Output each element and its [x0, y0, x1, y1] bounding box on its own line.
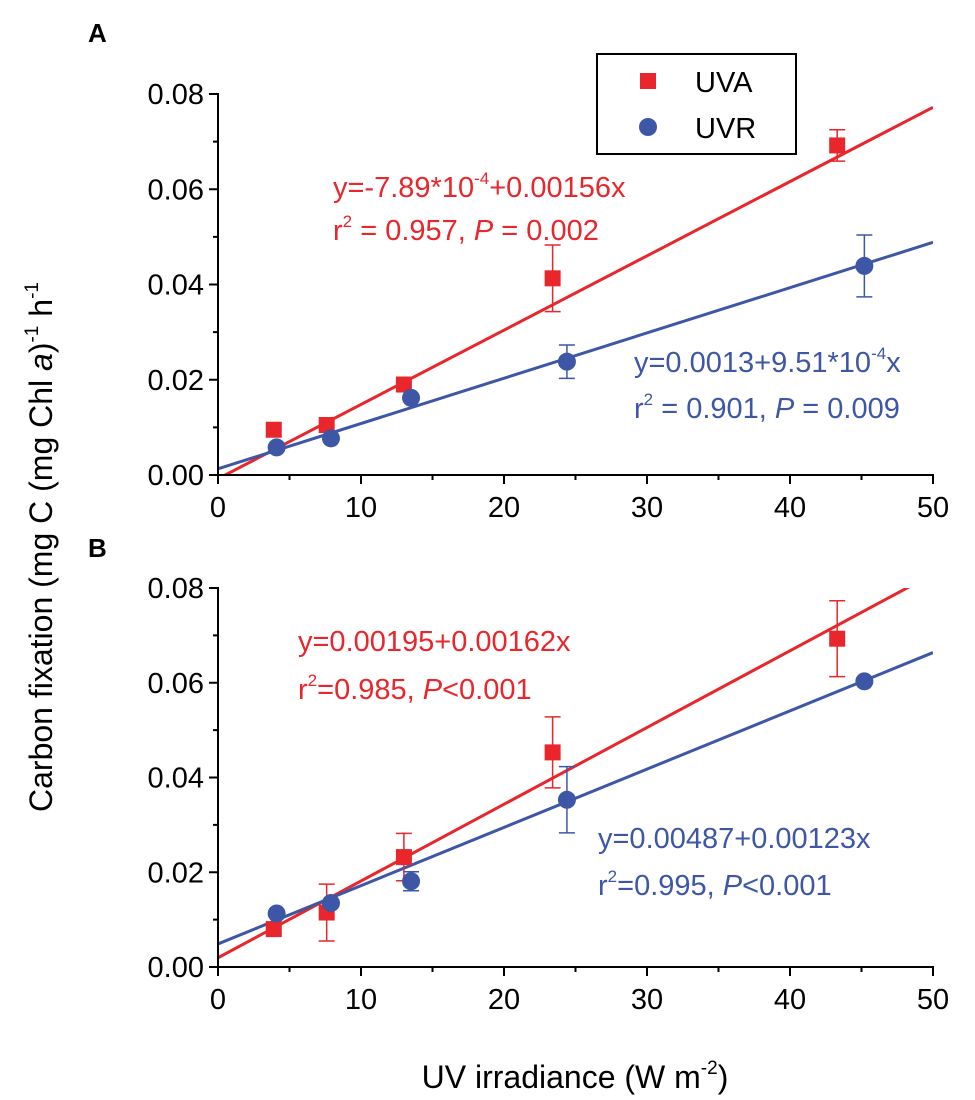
panel-b-uvr-point — [557, 790, 576, 809]
panel-b-y-tick-label: 0.00 — [148, 952, 204, 984]
panel-a-x-tick-label: 20 — [488, 492, 520, 524]
panel-a-y-tick-label: 0.08 — [148, 79, 204, 111]
panel-b-plot: 0 10 20 30 40 50 0.00 0.02 0.04 0.06 0.08 — [148, 573, 950, 1016]
panel-a-uvr-point — [267, 438, 286, 457]
panel-a-uva-point — [318, 416, 335, 433]
panel-a-uva-equation: y=-7.89*10-4+0.00156x — [333, 169, 626, 204]
panel-a-uva-point — [829, 137, 846, 154]
panel-b-uvr-point — [855, 672, 874, 691]
panel-b-x-tick-label: 40 — [774, 984, 806, 1016]
legend-uvr-marker — [639, 118, 657, 136]
panel-b: B 0 10 20 30 40 50 0.00 0.02 0.04 0.06 0.08 y=0.00… — [88, 533, 949, 1016]
panel-b-x-tick-label: 30 — [631, 984, 663, 1016]
panel-a-x-tick-label: 10 — [345, 492, 377, 524]
panel-a-x-tick-label: 40 — [774, 492, 806, 524]
panel-a-label: A — [88, 18, 107, 48]
panel-a-uvr-equation: y=0.0013+9.51*10-4x — [634, 344, 901, 379]
panel-b-uva-point — [265, 921, 282, 938]
panel-a-y-tick-label: 0.06 — [148, 174, 204, 206]
panel-b-x-tick-label: 10 — [345, 984, 377, 1016]
panel-a-y-tick-label: 0.02 — [148, 365, 204, 397]
panel-b-y-tick-label: 0.06 — [148, 668, 204, 700]
legend-uva-marker — [640, 73, 656, 89]
panel-b-uvr-point — [402, 872, 421, 891]
panel-b-uvr-point — [321, 894, 340, 913]
panel-b-label: B — [88, 533, 107, 563]
panel-b-uva-point — [395, 849, 412, 866]
panel-b-x-tick-label: 0 — [210, 984, 226, 1016]
legend-box — [596, 53, 797, 155]
panel-a-uvr-point — [321, 429, 340, 448]
panel-a-uva-point — [265, 421, 282, 438]
panel-b-y-tick-label: 0.08 — [148, 573, 204, 605]
panel-a-uvr-stats: r2 = 0.901, P = 0.009 — [634, 390, 900, 425]
panel-a-uvr-fit-line — [218, 240, 933, 471]
panel-a-uva-point — [544, 270, 561, 287]
panel-b-uva-point — [829, 630, 846, 647]
panel-b-uva-stats: r2=0.985, P<0.001 — [298, 671, 532, 706]
panel-a-uvr-point — [557, 352, 576, 371]
panel-a-uvr-point — [855, 256, 874, 275]
legend: UVA UVR — [596, 53, 797, 155]
panel-a-x-tick-label: 30 — [631, 492, 663, 524]
panel-a: A 0 10 20 30 40 50 0.00 0.02 0.04 0.06 0.08 UVA UV… — [88, 18, 949, 524]
panel-b-uva-point — [544, 744, 561, 761]
panel-a-y-tick-label: 0.00 — [148, 460, 204, 492]
panel-b-y-tick-label: 0.02 — [148, 857, 204, 889]
panel-a-x-tick-label: 50 — [917, 492, 949, 524]
panel-b-x-tick-label: 20 — [488, 984, 520, 1016]
panel-a-uva-point — [395, 376, 412, 393]
legend-uvr-label: UVR — [695, 113, 756, 145]
panel-b-x-tick-label: 50 — [917, 984, 949, 1016]
panel-a-y-tick-label: 0.04 — [148, 270, 204, 302]
panel-b-y-tick-label: 0.04 — [148, 763, 204, 795]
panel-a-plot: 0 10 20 30 40 50 0.00 0.02 0.04 0.06 0.08 — [148, 79, 950, 524]
panel-a-uvr-point — [402, 388, 421, 407]
panel-a-uva-stats: r2 = 0.957, P = 0.002 — [333, 212, 599, 247]
panel-b-uvr-equation: y=0.00487+0.00123x — [598, 823, 871, 855]
x-axis-title: UV irradiance (W m-2) — [422, 1058, 729, 1095]
panel-a-x-tick-label: 0 — [210, 492, 226, 524]
y-axis-title: Carbon fixation (mg C (mg Chl a)-1 h-1 — [22, 282, 59, 812]
panel-b-uva-equation: y=0.00195+0.00162x — [298, 626, 571, 658]
panel-b-uvr-point — [267, 904, 286, 923]
panel-a-uva-fit-line — [221, 105, 933, 475]
panel-b-uvr-stats: r2=0.995, P<0.001 — [598, 867, 832, 902]
legend-uva-label: UVA — [695, 67, 753, 99]
